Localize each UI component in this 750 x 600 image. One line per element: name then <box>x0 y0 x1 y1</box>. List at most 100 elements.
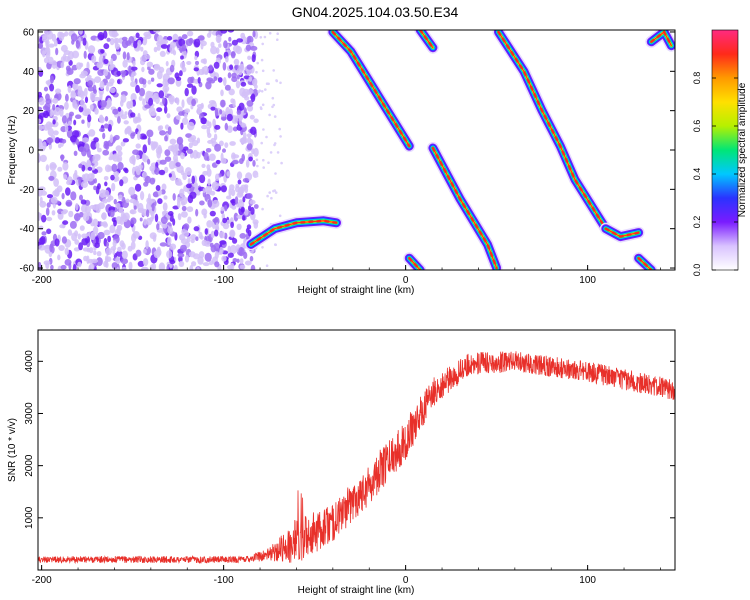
noise-dot <box>121 36 128 41</box>
noise-dot <box>274 172 277 175</box>
noise-dot <box>99 80 105 90</box>
noise-dot <box>52 104 56 111</box>
noise-dot <box>183 146 189 151</box>
noise-dot <box>181 205 187 212</box>
noise-dot <box>226 171 231 177</box>
noise-dot <box>86 247 91 253</box>
noise-dot <box>105 247 112 256</box>
noise-dot <box>222 148 226 153</box>
noise-dot <box>82 110 90 117</box>
noise-dot <box>82 137 89 143</box>
noise-dot <box>231 160 239 165</box>
noise-dot <box>236 109 242 115</box>
noise-dot <box>190 234 197 241</box>
noise-dot <box>78 30 83 35</box>
noise-dot <box>97 183 101 190</box>
x-tick-label: -100 <box>214 575 234 586</box>
noise-dot <box>73 213 81 222</box>
snr-plot-area <box>38 330 675 570</box>
noise-dot <box>232 258 238 263</box>
noise-dot <box>125 198 130 203</box>
noise-dot <box>230 98 235 104</box>
noise-dot <box>99 128 105 132</box>
noise-dot <box>186 183 192 189</box>
noise-dot <box>220 99 226 108</box>
noise-dot <box>247 55 252 60</box>
noise-dot <box>67 229 73 236</box>
noise-dot <box>157 144 162 154</box>
noise-dot <box>262 158 265 162</box>
noise-dot <box>58 143 62 149</box>
noise-dot <box>50 196 58 204</box>
noise-dot <box>137 131 141 141</box>
noise-dot <box>46 202 51 208</box>
noise-dot <box>161 183 167 191</box>
feature-peak <box>650 30 673 47</box>
noise-dot <box>271 105 274 109</box>
noise-dot <box>167 36 173 41</box>
noise-dot <box>230 51 236 59</box>
noise-dot <box>191 85 197 95</box>
noise-dot <box>50 264 54 270</box>
noise-dot <box>252 30 256 38</box>
noise-dot <box>104 181 108 187</box>
noise-dot <box>202 170 208 176</box>
noise-dot <box>172 218 176 226</box>
noise-dot <box>114 175 120 182</box>
noise-dot <box>109 209 115 218</box>
y-tick-label: 3000 <box>24 402 35 425</box>
snr-x-label: Height of straight line (km) <box>298 585 415 596</box>
noise-dot <box>148 97 154 106</box>
noise-dot <box>100 221 105 227</box>
noise-dot <box>240 206 245 213</box>
noise-dot <box>181 34 188 40</box>
noise-dot <box>164 166 169 174</box>
noise-dot <box>257 90 261 93</box>
noise-dot <box>255 158 259 162</box>
noise-dot <box>137 260 145 267</box>
noise-dot <box>250 264 256 270</box>
noise-dot <box>92 204 99 211</box>
noise-dot <box>167 236 172 246</box>
noise-dot <box>246 193 253 200</box>
noise-dot <box>42 34 47 40</box>
noise-dot <box>42 124 50 131</box>
noise-dot <box>46 216 53 222</box>
noise-dot <box>172 193 176 201</box>
noise-dot <box>212 218 219 223</box>
noise-dot <box>239 158 244 165</box>
noise-dot <box>272 69 276 72</box>
noise-dot <box>226 219 231 224</box>
noise-dot <box>226 195 232 200</box>
noise-dot <box>70 91 77 99</box>
noise-dot <box>167 126 172 135</box>
noise-dot <box>194 55 198 61</box>
noise-dot <box>102 149 110 156</box>
noise-dot <box>38 225 44 231</box>
noise-dot <box>128 261 133 270</box>
spectral-feature-9 <box>645 30 675 52</box>
noise-dot <box>276 38 279 41</box>
noise-dot <box>49 162 57 171</box>
noise-dot <box>142 258 149 267</box>
snr-frame <box>37 329 676 571</box>
noise-dot <box>132 231 140 239</box>
noise-dot <box>208 153 216 161</box>
noise-dot <box>115 256 122 264</box>
noise-dot <box>108 30 116 37</box>
spectral-feature-5 <box>403 252 427 270</box>
spectral-feature-3 <box>414 30 439 54</box>
noise-dot <box>178 260 185 267</box>
noise-dot <box>117 79 121 85</box>
noise-dot <box>238 247 245 257</box>
noise-dot <box>94 242 100 249</box>
noise-dot <box>140 46 144 52</box>
noise-dot <box>107 97 112 106</box>
noise-dot <box>243 132 247 140</box>
noise-dot <box>87 45 96 54</box>
noise-dot <box>129 198 136 204</box>
noise-dot <box>104 116 109 122</box>
noise-dot <box>279 135 282 138</box>
noise-dot <box>221 110 226 119</box>
noise-dot <box>261 103 265 107</box>
